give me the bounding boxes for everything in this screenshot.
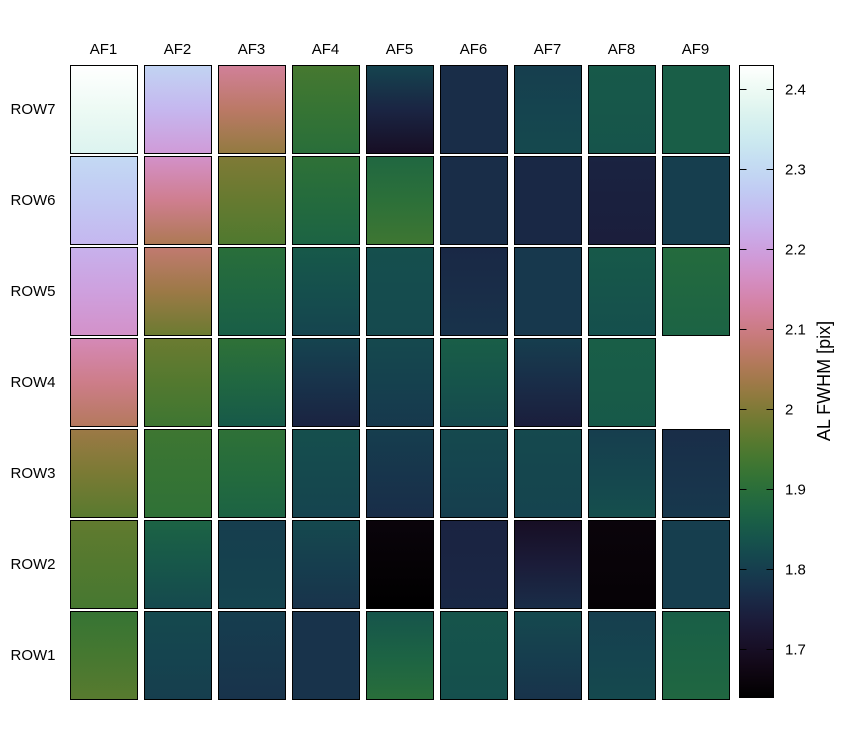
cell-row6-af8 (588, 156, 656, 245)
cell-row5-af8 (588, 247, 656, 336)
cell-row6-af2 (144, 156, 212, 245)
column-label-af5: AF5 (386, 41, 414, 58)
cell-row6-af3 (218, 156, 286, 245)
colorbar-tick-label: 2 (785, 402, 793, 419)
cell-row7-af1 (70, 65, 138, 154)
cell-row1-af6 (440, 611, 508, 700)
cell-row3-af5 (366, 429, 434, 518)
cell-row1-af9 (662, 611, 730, 700)
cell-row3-af8 (588, 429, 656, 518)
row-label-row5: ROW5 (11, 283, 56, 300)
cell-row4-af1 (70, 338, 138, 427)
cell-row4-af7 (514, 338, 582, 427)
cell-row1-af1 (70, 611, 138, 700)
column-label-af9: AF9 (682, 41, 710, 58)
cell-row1-af8 (588, 611, 656, 700)
cell-row6-af6 (440, 156, 508, 245)
cell-row3-af6 (440, 429, 508, 518)
column-label-af8: AF8 (608, 41, 636, 58)
cell-row1-af7 (514, 611, 582, 700)
colorbar-title: AL FWHM [pix] (814, 321, 834, 441)
cell-row7-af5 (366, 65, 434, 154)
cell-row1-af2 (144, 611, 212, 700)
column-label-af2: AF2 (164, 41, 192, 58)
cell-row3-af4 (292, 429, 360, 518)
column-label-af1: AF1 (90, 41, 118, 58)
cell-row3-af3 (218, 429, 286, 518)
colorbar-tick-label: 2.4 (785, 82, 806, 99)
cell-row4-af5 (366, 338, 434, 427)
column-label-af4: AF4 (312, 41, 340, 58)
cell-row5-af4 (292, 247, 360, 336)
row-label-row3: ROW3 (11, 465, 56, 482)
heatmap-cells (70, 65, 730, 700)
cell-row5-af3 (218, 247, 286, 336)
cell-row5-af2 (144, 247, 212, 336)
colorbar-tick-label: 2.3 (785, 162, 806, 179)
row-label-row7: ROW7 (11, 101, 56, 118)
cell-row2-af5 (366, 520, 434, 609)
row-label-row2: ROW2 (11, 556, 56, 573)
cell-row2-af7 (514, 520, 582, 609)
cell-row2-af8 (588, 520, 656, 609)
colorbar-tick-label: 1.7 (785, 642, 806, 659)
cell-row4-af3 (218, 338, 286, 427)
cell-row5-af1 (70, 247, 138, 336)
cell-row6-af1 (70, 156, 138, 245)
cell-row5-af5 (366, 247, 434, 336)
cell-row1-af3 (218, 611, 286, 700)
cell-row6-af9 (662, 156, 730, 245)
colorbar-gradient (739, 65, 774, 698)
cell-row3-af1 (70, 429, 138, 518)
column-labels: AF1 AF2 AF3 AF4 AF5 AF6 AF7 AF8 AF9 (90, 41, 710, 58)
cell-row2-af9 (662, 520, 730, 609)
row-labels: ROW7 ROW6 ROW5 ROW4 ROW3 ROW2 ROW1 (11, 101, 56, 664)
cell-row2-af4 (292, 520, 360, 609)
cell-row7-af6 (440, 65, 508, 154)
cell-row4-af6 (440, 338, 508, 427)
row-label-row6: ROW6 (11, 192, 56, 209)
cell-row7-af9 (662, 65, 730, 154)
row-label-row4: ROW4 (11, 374, 56, 391)
column-label-af7: AF7 (534, 41, 562, 58)
cell-row1-af5 (366, 611, 434, 700)
column-label-af3: AF3 (238, 41, 266, 58)
cell-row7-af3 (218, 65, 286, 154)
colorbar: 1.7 1.8 1.9 2 2.1 2.2 2.3 2.4 (739, 65, 806, 698)
cell-row2-af6 (440, 520, 508, 609)
cell-row6-af4 (292, 156, 360, 245)
colorbar-tick-label: 1.8 (785, 562, 806, 579)
cell-row5-af6 (440, 247, 508, 336)
cell-row5-af7 (514, 247, 582, 336)
cell-row3-af9 (662, 429, 730, 518)
cell-row7-af8 (588, 65, 656, 154)
cell-row7-af7 (514, 65, 582, 154)
cell-row1-af4 (292, 611, 360, 700)
cell-row3-af7 (514, 429, 582, 518)
cell-row5-af9 (662, 247, 730, 336)
cell-row2-af2 (144, 520, 212, 609)
cell-row6-af5 (366, 156, 434, 245)
cell-row7-af2 (144, 65, 212, 154)
cell-row4-af2 (144, 338, 212, 427)
cell-row2-af3 (218, 520, 286, 609)
cell-row7-af4 (292, 65, 360, 154)
cell-row4-af8 (588, 338, 656, 427)
colorbar-tick-label: 2.2 (785, 242, 806, 259)
colorbar-tick-label: 2.1 (785, 322, 806, 339)
cell-row2-af1 (70, 520, 138, 609)
cell-row6-af7 (514, 156, 582, 245)
cell-row3-af2 (144, 429, 212, 518)
row-label-row1: ROW1 (11, 647, 56, 664)
cell-row4-af4 (292, 338, 360, 427)
colorbar-tick-label: 1.9 (785, 482, 806, 499)
column-label-af6: AF6 (460, 41, 488, 58)
